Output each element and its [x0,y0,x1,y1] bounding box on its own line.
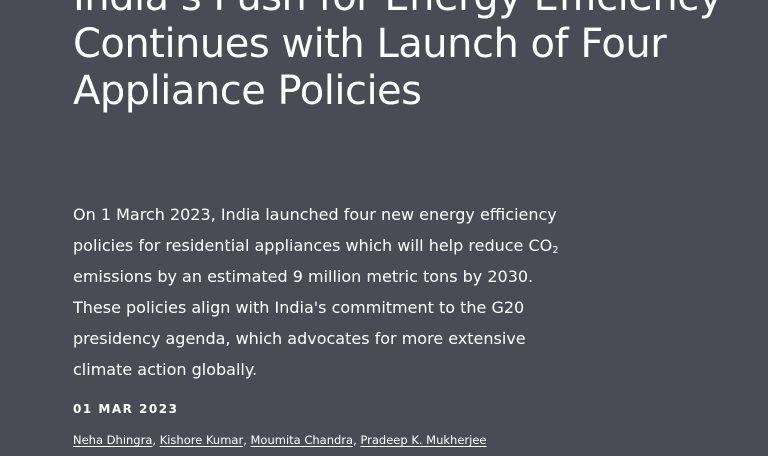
title-line: Appliance Policies [73,68,422,114]
author-separator: , [152,433,157,447]
author-link[interactable]: Kishore Kumar [159,433,244,447]
author-separator: , [353,433,357,447]
author-separator: , [243,433,247,447]
author-list: Neha Dhingra, Kishore Kumar, Moumita Cha… [73,433,486,447]
summary-line: On 1 March 2023, India launched four new… [73,205,557,224]
summary-line: These policies align with India's commit… [73,298,525,317]
co2-subscript: 2 [552,245,559,256]
summary-line: climate action globally. [73,360,258,379]
article-summary: On 1 March 2023, India launched four new… [73,199,593,385]
summary-line: presidency agenda, which advocates for m… [73,329,526,348]
author-link[interactable]: Pradeep K. Mukherjee [360,433,487,447]
author-link[interactable]: Moumita Chandra [250,433,354,447]
summary-line: emissions by an estimated 9 million metr… [73,267,534,286]
title-line: India’s Push for Energy Efficiency [73,0,763,21]
title-line: Continues with Launch of Four [73,21,667,67]
summary-line: policies for residential appliances whic… [73,230,593,261]
article-title: India’s Push for Energy Efficiency Conti… [73,0,763,115]
publish-date: 01 MAR 2023 [73,402,179,416]
summary-line-text: policies for residential appliances whic… [73,236,553,255]
author-link[interactable]: Neha Dhingra [73,433,153,447]
